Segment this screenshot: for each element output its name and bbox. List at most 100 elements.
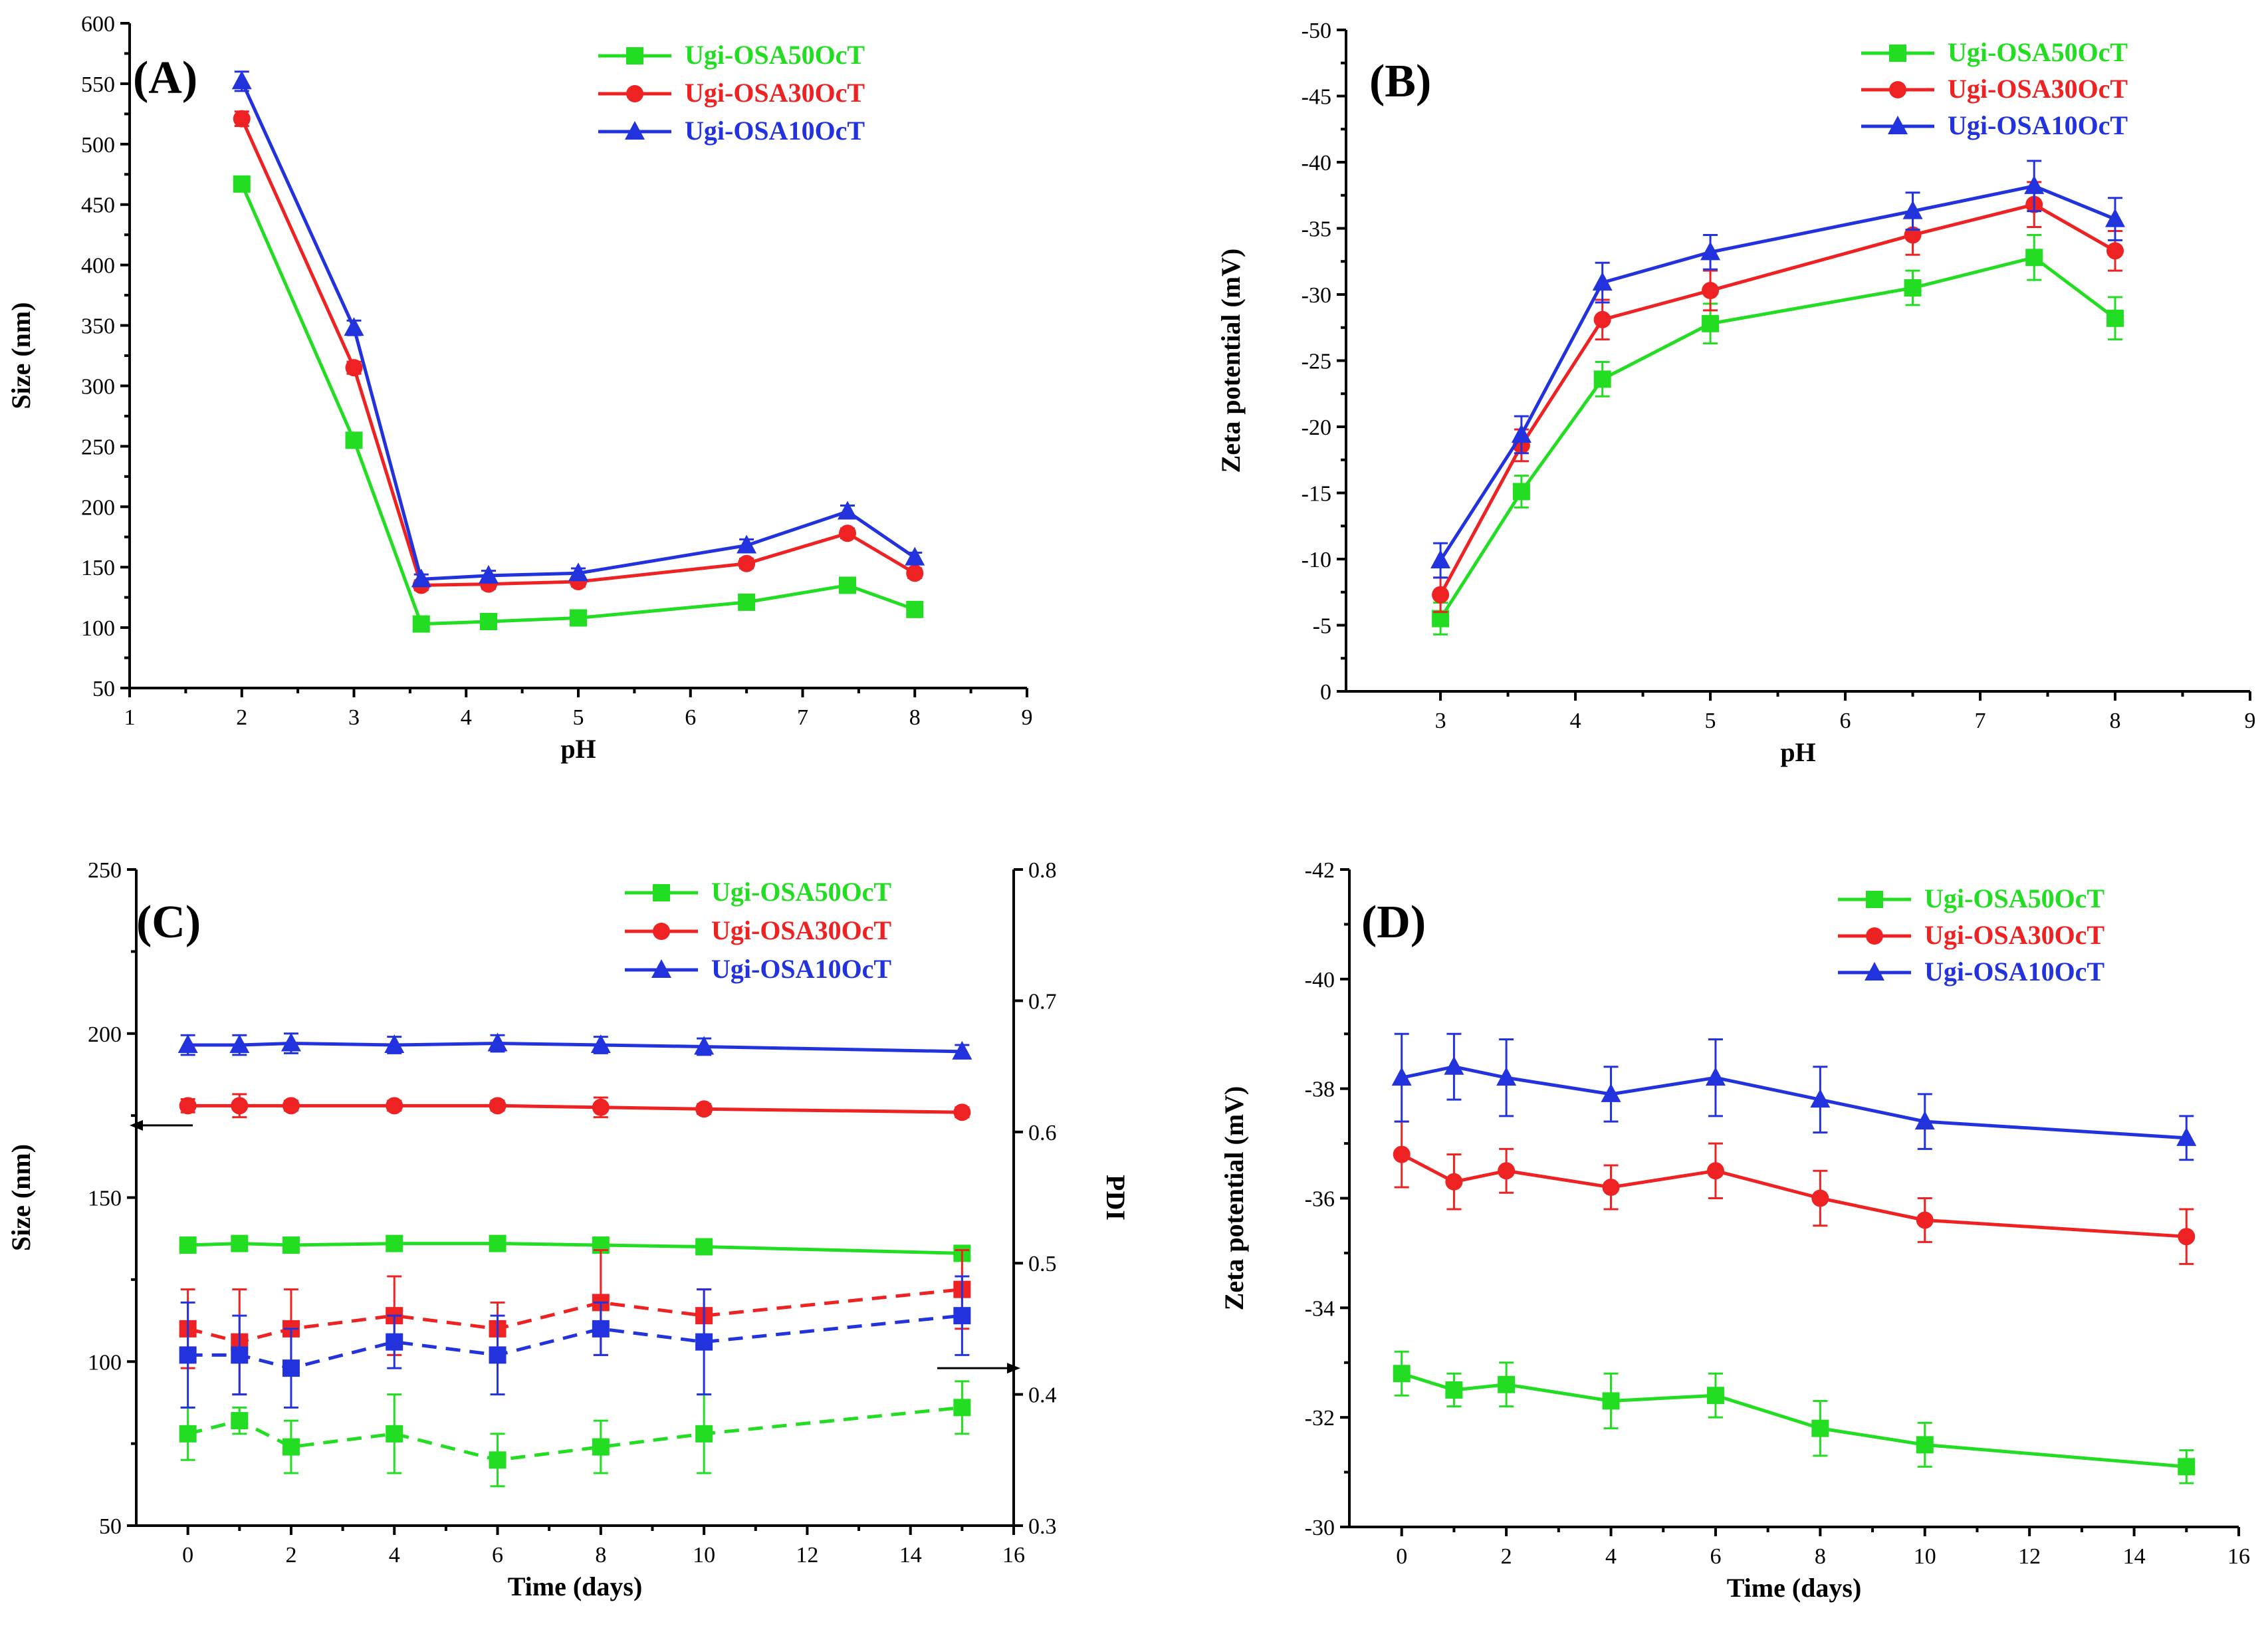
x-tick-label: 4 — [389, 1543, 400, 1568]
data-point — [695, 1100, 713, 1118]
legend-entry: Ugi-OSA10OcT — [598, 116, 865, 146]
series-ugi-osa10oct — [177, 1032, 972, 1060]
legend-entry: Ugi-OSA50OcT — [598, 40, 865, 70]
x-tick-label: 0 — [182, 1543, 193, 1568]
x-tick-label: 14 — [899, 1543, 922, 1568]
series-ugi-osa10oct — [1391, 1032, 2197, 1161]
x-tick-label: 6 — [685, 705, 696, 730]
data-point — [386, 1234, 403, 1252]
y2-axis-title: PDI — [1101, 1175, 1131, 1221]
legend-entry: Ugi-OSA30OcT — [1838, 920, 2104, 950]
legend-label: Ugi-OSA30OcT — [1924, 920, 2104, 950]
chart-panel-4: 0 2 4 6 8 10 12 14 16 -30 -32 -34 -36 -38 -40 -42 Time (… — [1219, 858, 2250, 1603]
y-axis-title: Size (nm) — [6, 1144, 36, 1251]
chart-panel-1: 1 2 3 4 5 6 7 8 9 50 100 150 200 250 300 350 400 450 500 55… — [6, 12, 1033, 764]
data-point — [489, 1234, 507, 1252]
legend-label: Ugi-OSA10OcT — [1948, 110, 2128, 140]
legend-marker — [1889, 81, 1906, 98]
y-tick-label: 100 — [88, 1350, 122, 1375]
y-tick-label: 550 — [81, 72, 115, 97]
x-tick-label: 3 — [348, 705, 360, 730]
data-point — [345, 359, 363, 377]
data-point — [592, 1098, 610, 1116]
y-tick-label: 400 — [81, 254, 115, 279]
x-tick-label: 10 — [693, 1543, 715, 1568]
y-tick-label: -42 — [1305, 858, 1335, 883]
series-line — [240, 183, 916, 626]
legend-entry: Ugi-OSA10OcT — [625, 954, 891, 984]
x-axis-title: pH — [560, 734, 596, 764]
series-ugi-osa30oct — [1432, 181, 2124, 614]
data-point — [695, 1333, 713, 1351]
data-point — [2105, 208, 2126, 227]
data-point — [1601, 1083, 1621, 1102]
x-tick-label: 3 — [1435, 709, 1446, 733]
data-point — [1602, 1179, 1620, 1197]
x-axis-title: Time (days) — [1727, 1573, 1862, 1603]
data-point — [1702, 314, 1720, 332]
legend-label: Ugi-OSA30OcT — [1948, 74, 2128, 104]
series-line — [240, 118, 916, 587]
x-tick-label: 5 — [1705, 709, 1716, 733]
y-tick-label: 200 — [81, 495, 115, 520]
data-point — [1810, 1089, 1831, 1108]
data-point — [231, 1234, 249, 1252]
y-tick-label: 350 — [81, 314, 115, 339]
data-point — [905, 546, 925, 566]
y-tick-label: -36 — [1305, 1187, 1335, 1212]
data-point — [386, 1425, 403, 1443]
legend-label: Ugi-OSA10OcT — [711, 954, 891, 984]
data-point — [2106, 242, 2124, 260]
y-tick-label: 150 — [81, 556, 115, 580]
x-tick-label: 4 — [1570, 709, 1581, 733]
legend-label: Ugi-OSA30OcT — [711, 915, 891, 945]
x-tick-label: 14 — [2123, 1544, 2146, 1569]
data-point — [1498, 1375, 1516, 1393]
data-point — [906, 564, 924, 582]
series-ugi-osa50oct — [1432, 233, 2124, 636]
data-point — [412, 615, 430, 633]
series-line — [187, 1042, 963, 1054]
x-tick-label: 16 — [2227, 1544, 2250, 1569]
y-tick-label: -40 — [1305, 968, 1335, 992]
series-line — [1401, 1153, 2187, 1238]
x-tick-label: 12 — [2018, 1544, 2041, 1569]
series-line — [1438, 184, 2116, 562]
x-tick-label: 7 — [1975, 709, 1986, 733]
data-point — [1700, 241, 1721, 261]
legend-label: Ugi-OSA10OcT — [685, 116, 865, 146]
data-point — [179, 1236, 197, 1254]
data-point — [2106, 309, 2124, 327]
legend-entry: Ugi-OSA10OcT — [1861, 110, 2128, 140]
legend-marker — [1865, 962, 1884, 981]
y-tick-label: 50 — [99, 1514, 122, 1539]
panel-label: (C) — [136, 897, 201, 948]
data-point — [1904, 279, 1922, 297]
series-line — [187, 1104, 963, 1114]
x-tick-label: 2 — [236, 705, 247, 730]
legend-marker — [653, 884, 670, 901]
x-tick-label: 7 — [797, 705, 808, 730]
y-tick-label: -35 — [1302, 217, 1331, 242]
y-tick-label: -50 — [1302, 19, 1331, 43]
series-line — [187, 1405, 963, 1462]
x-tick-label: 4 — [461, 705, 472, 730]
x-axis-title: Time (days) — [508, 1571, 643, 1601]
data-point — [282, 1438, 300, 1456]
series-ugi-osa50oct — [179, 1234, 971, 1262]
data-point — [489, 1097, 507, 1115]
legend-marker — [626, 85, 643, 102]
y2-tick-label: 0.8 — [1028, 858, 1057, 883]
data-point — [952, 1040, 972, 1060]
data-point — [1916, 1436, 1934, 1454]
y-tick-label: -5 — [1313, 614, 1331, 639]
legend-label: Ugi-OSA50OcT — [711, 877, 891, 907]
data-point — [1444, 1056, 1464, 1075]
y-axis-title: Zeta potential (mV) — [1219, 1086, 1249, 1311]
y-tick-label: 500 — [81, 133, 115, 158]
y-tick-label: 300 — [81, 374, 115, 399]
legend-label: Ugi-OSA50OcT — [685, 40, 865, 70]
data-point — [737, 534, 757, 554]
x-tick-label: 8 — [595, 1543, 606, 1568]
series-ugi-osa10oct — [1430, 160, 2126, 579]
